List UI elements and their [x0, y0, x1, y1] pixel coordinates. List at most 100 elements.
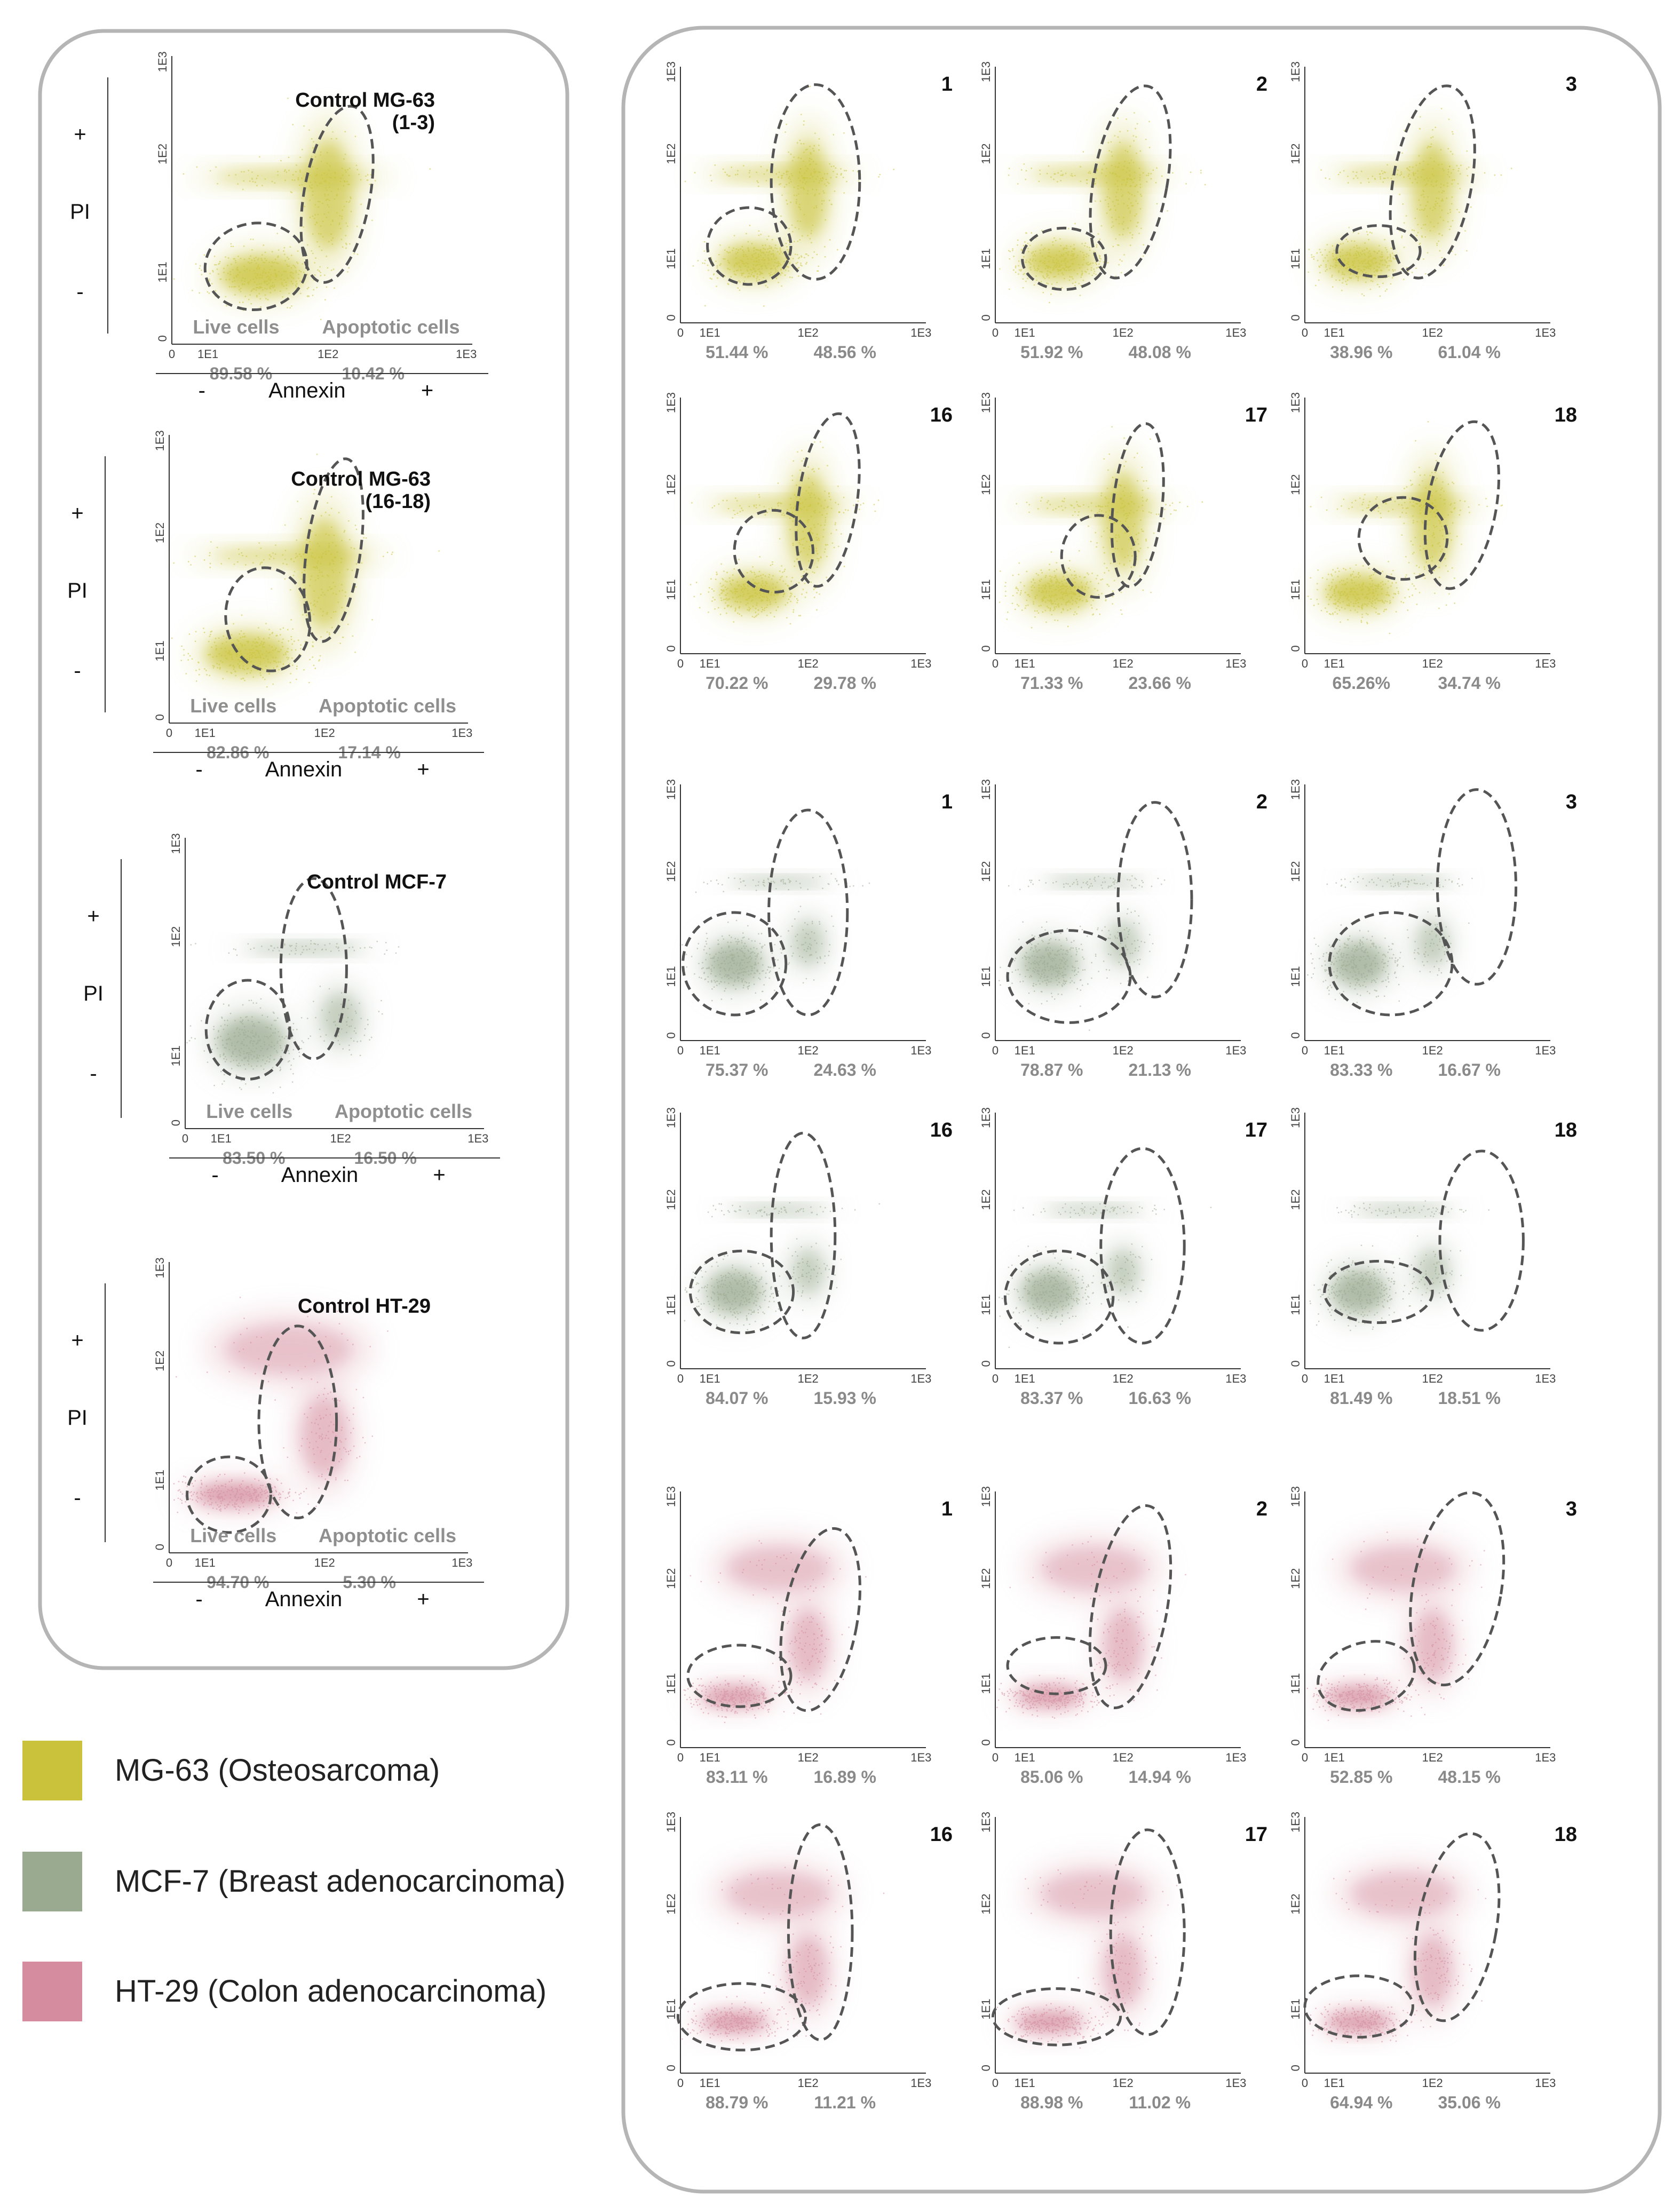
- apoptotic-pct-label: 24.63 %: [813, 1060, 876, 1080]
- y-tick-label: 1E2: [979, 861, 993, 882]
- x-tick-label: 1E2: [1422, 1372, 1443, 1385]
- y-tick-label: 1E3: [169, 833, 183, 854]
- x-tick-label: 0: [166, 726, 172, 740]
- treated-plot-mcf7-16: 0 0 1E1 1E1 1E2 1E2 1E3 1E3 84.07 % 15.93 % 16: [664, 1107, 953, 1408]
- legend-swatch: [22, 1741, 82, 1800]
- y-tick-label: 0: [1289, 1360, 1302, 1367]
- live-cells-gate: [186, 1455, 272, 1534]
- y-tick-label: 1E2: [1289, 1189, 1302, 1210]
- event-density: [1413, 1935, 1452, 2006]
- y-tick-label: 0: [1289, 1739, 1302, 1745]
- x-tick-label: 1E2: [318, 347, 338, 361]
- event-density: [1031, 168, 1156, 181]
- event-density: [247, 943, 362, 954]
- x-tick-label: 1E2: [314, 726, 335, 740]
- event-dots: [683, 1675, 816, 1723]
- y-tick-label: 1E3: [1289, 1812, 1302, 1832]
- event-cloud: [1307, 421, 1503, 634]
- event-density: [1325, 1685, 1392, 1708]
- annexin-plus-label: +: [417, 758, 429, 781]
- x-tick-label: 1E1: [1324, 2076, 1345, 2090]
- compound-number-label: 2: [1256, 1498, 1267, 1520]
- event-density: [194, 1482, 276, 1507]
- event-density: [1103, 1935, 1143, 2006]
- x-tick-label: 1E3: [1535, 2076, 1556, 2090]
- y-tick-label: 0: [156, 335, 169, 342]
- live-cells-gate: [1357, 496, 1449, 581]
- live-cells-gate: [991, 1987, 1122, 2046]
- event-density: [792, 1249, 824, 1294]
- compound-number-label: 1: [941, 73, 953, 96]
- event-cloud: [999, 112, 1206, 304]
- event-density: [226, 1324, 351, 1374]
- annexin-axis-label: Annexin: [265, 1588, 343, 1611]
- x-tick-label: 1E1: [700, 1751, 720, 1764]
- control-plot-title: Control MCF-7: [307, 871, 447, 893]
- live-pct-label: 71.33 %: [1020, 673, 1083, 693]
- pi-plus-label: +: [74, 123, 86, 146]
- treated-plot-ht29-18: 00 1E1 1E1 1E2 1E2 1E3 1E3 64.94 % 35.06 % 18: [1289, 1812, 1577, 2112]
- apoptotic-pct-label: 16.63 %: [1128, 1388, 1191, 1408]
- annexin-minus-label: -: [195, 1588, 202, 1611]
- x-tick-label: 1E2: [1113, 657, 1134, 670]
- pi-minus-label: -: [90, 1062, 97, 1085]
- control-plot-title: Control MG-63: [295, 89, 435, 112]
- apoptotic-pct-label: 15.93 %: [813, 1388, 876, 1408]
- y-tick-label: 1E3: [1289, 61, 1302, 82]
- x-tick-label: 1E1: [195, 1556, 216, 1569]
- event-cloud: [690, 441, 879, 625]
- x-tick-label: 1E1: [1324, 1751, 1345, 1764]
- apoptotic-pct-label: 21.13 %: [1128, 1060, 1191, 1080]
- compound-number-label: 16: [930, 1119, 953, 1141]
- live-pct-label: 38.96 %: [1330, 343, 1392, 362]
- y-tick-label: 1E1: [1289, 579, 1302, 600]
- treated-plot-mcf7-17: 0 0 1E1 1E1 1E2 1E2 1E3 1E3 83.37 % 16.63 % 17: [979, 1107, 1267, 1408]
- compound-number-label: 16: [930, 404, 953, 426]
- x-tick-label: 1E3: [910, 1044, 931, 1057]
- apoptotic-pct-label: 18.51 %: [1438, 1388, 1500, 1408]
- compound-number-label: 16: [930, 1823, 953, 1846]
- event-cloud: [1307, 874, 1473, 1003]
- y-tick-label: 1E1: [169, 1045, 183, 1066]
- compound-number-label: 18: [1555, 1823, 1577, 1846]
- annexin-axis-label: Annexin: [265, 758, 343, 781]
- live-cells-label: Live cells: [190, 695, 276, 717]
- y-tick-label: 0: [979, 314, 993, 321]
- x-tick-label: 1E2: [1422, 326, 1443, 339]
- y-tick-label: 1E3: [664, 1107, 678, 1128]
- apoptotic-cells-gate: [770, 83, 861, 281]
- x-tick-label: 1E1: [1324, 1372, 1345, 1385]
- live-pct-label: 81.49 %: [1330, 1388, 1392, 1408]
- live-pct-label: 88.98 %: [1020, 2093, 1083, 2112]
- y-tick-label: 0: [1289, 2065, 1302, 2071]
- pi-plus-label: +: [71, 502, 83, 525]
- event-density: [727, 1872, 830, 1916]
- legend-label: MCF-7 (Breast adenocarcinoma): [115, 1864, 566, 1899]
- apoptotic-pct-label: 29.78 %: [813, 673, 876, 693]
- apoptotic-cells-gate: [779, 1527, 861, 1712]
- event-dots: [996, 1673, 1158, 1719]
- x-tick-label: 1E3: [1535, 326, 1556, 339]
- x-tick-label: 1E3: [910, 1372, 931, 1385]
- x-tick-label: 1E1: [700, 326, 720, 339]
- annexin-minus-label: -: [199, 379, 205, 402]
- apoptotic-cells-gate: [1423, 420, 1501, 590]
- x-tick-label: 0: [166, 1556, 172, 1569]
- annexin-plus-label: +: [417, 1588, 429, 1611]
- y-tick-label: 1E2: [1289, 474, 1302, 495]
- x-tick-label: 0: [677, 1044, 684, 1057]
- x-tick-label: 0: [677, 1372, 684, 1385]
- y-tick-label: 1E2: [979, 144, 993, 164]
- x-tick-label: 1E1: [195, 726, 216, 740]
- y-tick-label: 1E1: [664, 966, 678, 987]
- event-cloud: [186, 940, 400, 1094]
- event-dots: [1306, 1673, 1422, 1721]
- live-cells-label: Live cells: [193, 316, 279, 338]
- event-dots: [1077, 1916, 1158, 2032]
- y-tick-label: 1E2: [1289, 1568, 1302, 1589]
- control-plot-title: Control MG-63: [291, 468, 431, 490]
- x-tick-label: 0: [677, 2076, 684, 2090]
- x-tick-label: 1E1: [1015, 1044, 1035, 1057]
- x-tick-label: 1E2: [1422, 657, 1443, 670]
- event-density: [731, 1205, 826, 1215]
